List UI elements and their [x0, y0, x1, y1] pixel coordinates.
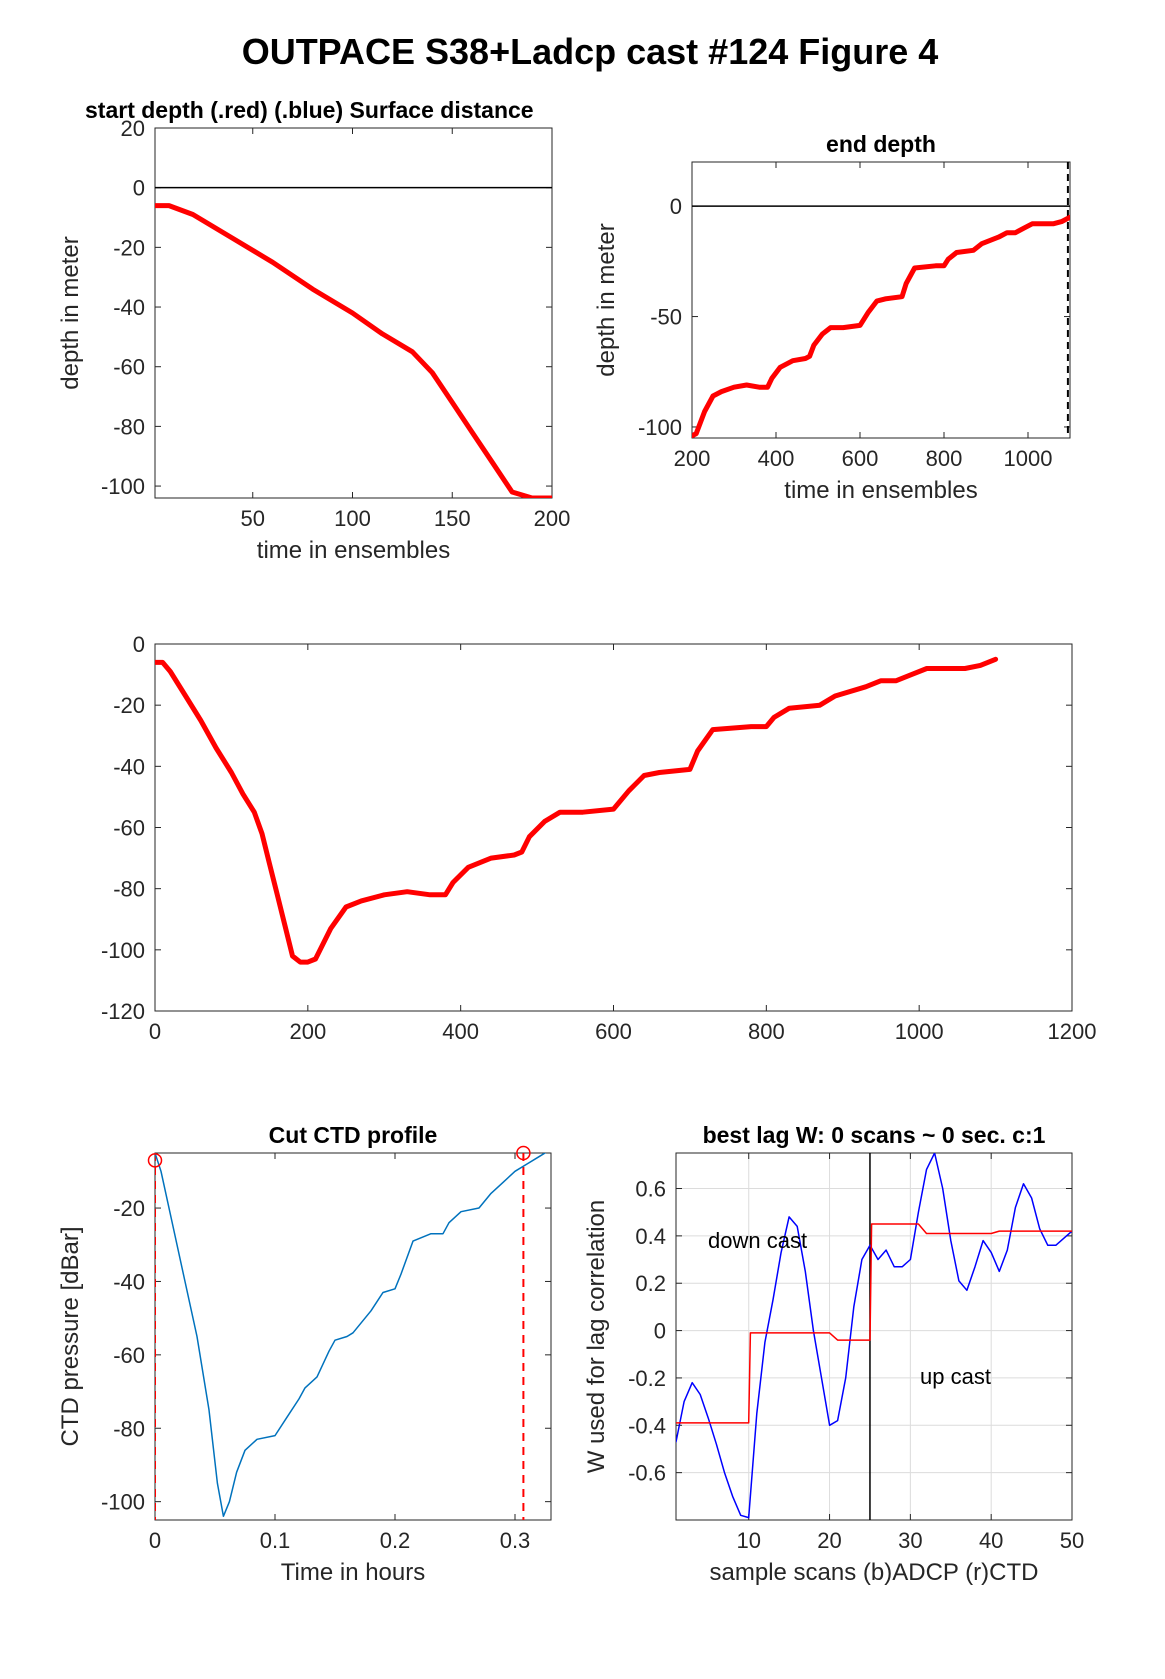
- y-axis-label: W used for lag correlation: [583, 1200, 610, 1473]
- x-tick-label: 200: [289, 1019, 326, 1044]
- x-axis-label: sample scans (b)ADCP (r)CTD: [710, 1559, 1039, 1586]
- y-tick-label: -80: [113, 414, 145, 439]
- y-tick-label: -0.2: [628, 1366, 666, 1391]
- y-tick-label: -20: [113, 693, 145, 718]
- x-tick-label: 0.2: [380, 1528, 411, 1553]
- axes-box: [675, 1152, 1073, 1521]
- y-axis-label: depth in meter: [593, 223, 620, 376]
- plot-area: [155, 186, 552, 498]
- y-tick-label: -100: [101, 938, 145, 963]
- axes-box: [691, 161, 1071, 439]
- y-tick-label: -20: [113, 1196, 145, 1221]
- plot-area: [155, 1148, 551, 1520]
- chart-4: 0 0.1 0.2 0.3 -20 -40 -60 -80 -100 Cut CTD profil…: [57, 1122, 552, 1586]
- series-line-1: [155, 656, 999, 965]
- y-axis-label: CTD pressure [dBar]: [57, 1226, 84, 1446]
- x-tick-label: 0: [149, 1019, 161, 1044]
- x-tick-label: 20: [817, 1528, 841, 1553]
- y-tick-label: -0.4: [628, 1413, 666, 1438]
- x-tick-label: 200: [674, 446, 711, 471]
- x-tick-label: 800: [748, 1019, 785, 1044]
- y-tick-label: 0.2: [635, 1271, 666, 1296]
- chart-title: start depth (.red) (.blue) Surface dista…: [85, 97, 534, 123]
- x-tick-label: 1000: [895, 1019, 944, 1044]
- x-tick-label: 150: [434, 506, 471, 531]
- chart-title: end depth: [826, 131, 936, 157]
- y-tick-label: 0.6: [635, 1177, 666, 1202]
- y-tick-label: 0: [654, 1319, 666, 1344]
- axes-box: [154, 127, 553, 499]
- y-tick-label: -100: [101, 1490, 145, 1515]
- x-tick-label: 800: [926, 446, 963, 471]
- x-axis-label: time in ensembles: [784, 477, 977, 504]
- figure-title: OUTPACE S38+Ladcp cast #124 Figure 4: [242, 31, 939, 72]
- series-line-1: [155, 203, 552, 498]
- y-tick-label: -60: [113, 1343, 145, 1368]
- x-tick-label: 0: [149, 1528, 161, 1553]
- y-tick-label: 0: [133, 632, 145, 657]
- y-tick-label: -0.6: [628, 1461, 666, 1486]
- chart-5: 10 20 30 40 50 0.6 0.4 0.2 0 -0.2 -0.4 -0.6 best lag…: [583, 1122, 1084, 1586]
- x-tick-label: 0.3: [500, 1528, 531, 1553]
- cut-point-marker: [516, 1145, 531, 1161]
- chart-2: 200 400 600 800 1000 0 -50 -100 end depth time in…: [593, 131, 1071, 504]
- series-line-1: [692, 214, 1070, 438]
- x-tick-label: 0.1: [260, 1528, 291, 1553]
- y-tick-label: 0: [133, 176, 145, 201]
- series-line-1: [676, 1153, 1072, 1519]
- y-tick-label: -40: [113, 1269, 145, 1294]
- y-tick-label: -80: [113, 877, 145, 902]
- x-tick-label: 100: [334, 506, 371, 531]
- axes-box: [154, 1152, 552, 1521]
- y-tick-label: -40: [113, 754, 145, 779]
- series-line-1: [155, 1153, 547, 1518]
- x-tick-label: 400: [758, 446, 795, 471]
- plot-area: [676, 1153, 1072, 1520]
- y-tick-label: -60: [113, 355, 145, 380]
- y-tick-label: -50: [650, 305, 682, 330]
- y-tick-label: -100: [101, 474, 145, 499]
- y-tick-label: -20: [113, 235, 145, 260]
- chart-title: Cut CTD profile: [269, 1122, 438, 1148]
- y-tick-label: -60: [113, 816, 145, 841]
- x-tick-label: 40: [979, 1528, 1003, 1553]
- y-tick-label: -120: [101, 999, 145, 1024]
- x-tick-label: 600: [842, 446, 879, 471]
- y-tick-label: -100: [638, 415, 682, 440]
- x-tick-label: 1000: [1004, 446, 1053, 471]
- y-tick-label: -80: [113, 1416, 145, 1441]
- y-tick-label: 0.4: [635, 1224, 666, 1249]
- y-tick-label: 20: [121, 116, 145, 141]
- x-tick-label: 1200: [1048, 1019, 1097, 1044]
- cut-point-marker: [147, 1153, 163, 1168]
- x-tick-label: 50: [241, 506, 265, 531]
- series-line-2: [539, 1148, 551, 1150]
- x-tick-label: 600: [595, 1019, 632, 1044]
- chart-3: 0 200 400 600 800 1000 1200 0 -20 -40 -60 -80 -100 -1…: [101, 632, 1097, 1044]
- down-cast-label: down cast: [708, 1228, 807, 1253]
- plot-area: [692, 162, 1070, 438]
- x-tick-label: 200: [534, 506, 571, 531]
- series-line-2: [676, 1223, 1072, 1424]
- chart-title: best lag W: 0 scans ~ 0 sec. c:1: [703, 1122, 1046, 1148]
- y-tick-label: -40: [113, 295, 145, 320]
- x-axis-label: time in ensembles: [257, 537, 450, 564]
- y-tick-label: 0: [670, 194, 682, 219]
- x-tick-label: 30: [898, 1528, 922, 1553]
- x-tick-label: 400: [442, 1019, 479, 1044]
- plot-area: [155, 656, 999, 965]
- y-axis-label: depth in meter: [57, 236, 84, 389]
- x-axis-label: Time in hours: [281, 1559, 426, 1586]
- x-tick-label: 10: [736, 1528, 760, 1553]
- up-cast-label: up cast: [920, 1364, 991, 1389]
- x-tick-label: 50: [1060, 1528, 1084, 1553]
